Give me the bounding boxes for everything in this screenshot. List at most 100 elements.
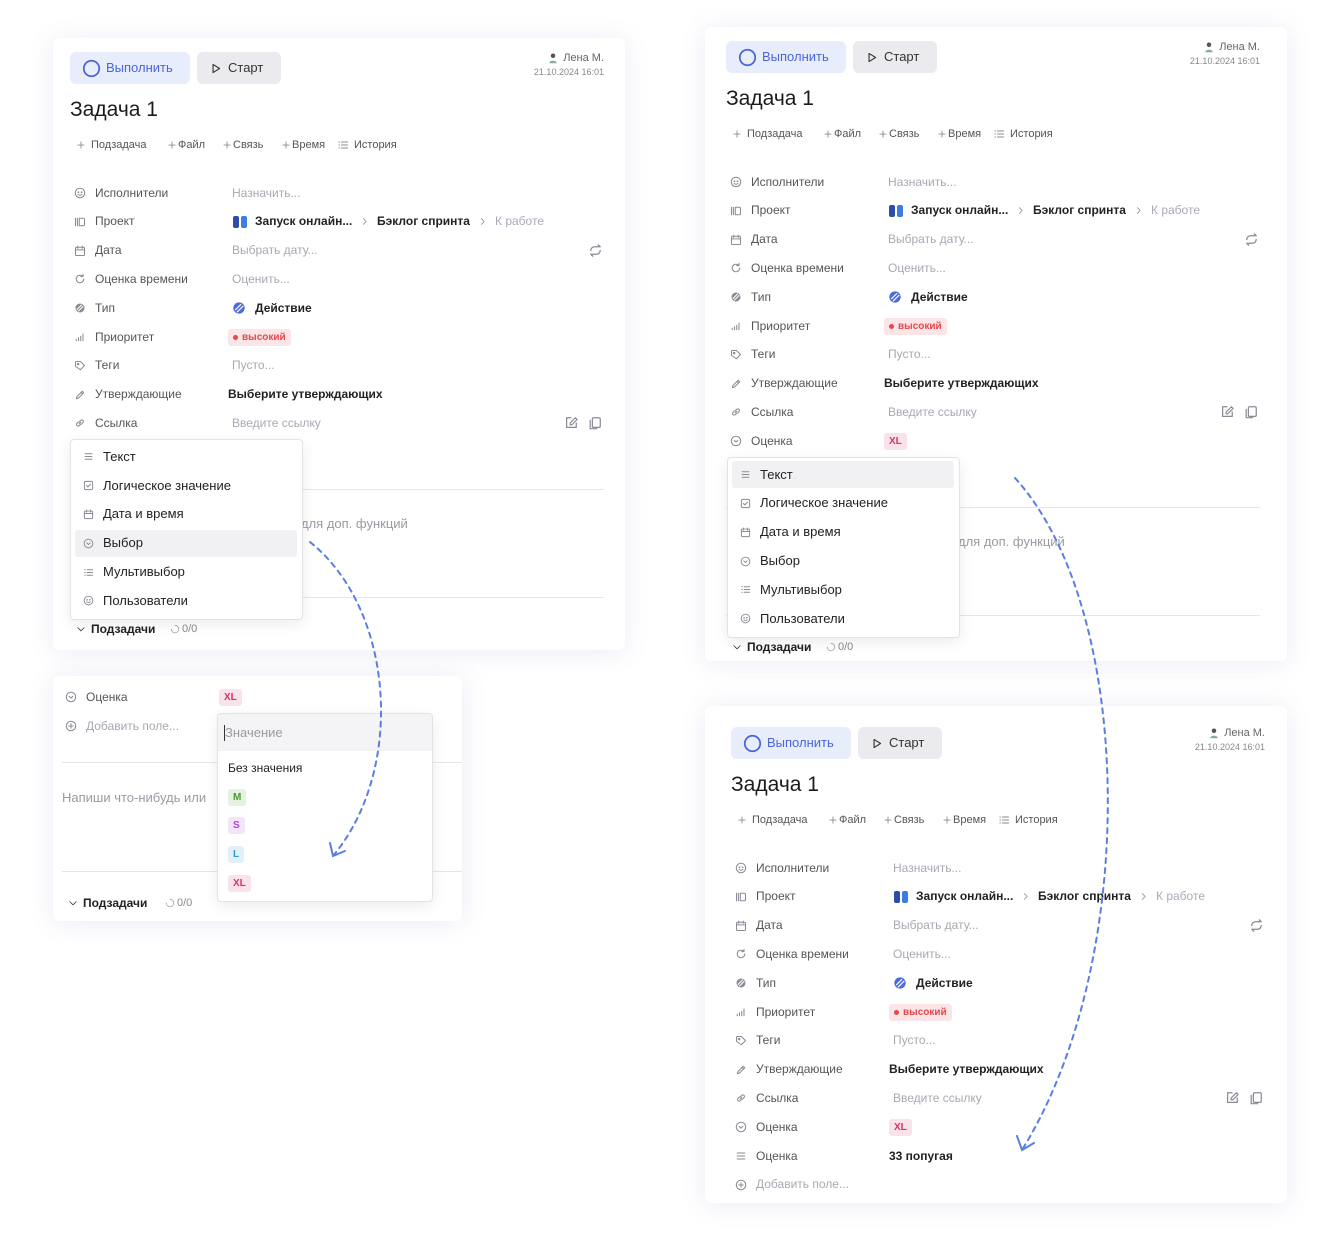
icon-spinner [170,624,180,634]
field-placeholder[interactable]: Пусто... [893,1033,936,1048]
menu-item[interactable]: Выбор [760,553,800,569]
breadcrumb-item[interactable]: Бэклог спринта [1033,203,1126,218]
menu-item[interactable]: Текст [103,448,136,464]
field-placeholder[interactable]: Оценить... [893,946,951,961]
menu-item[interactable]: Выбор [103,535,143,551]
field-placeholder[interactable]: Пусто... [888,347,931,362]
complete-button[interactable]: Выполнить [731,727,851,759]
add-field[interactable]: Добавить поле... [86,718,179,733]
action-link[interactable]: Время [292,138,326,151]
menu-item[interactable]: Дата и время [760,524,841,540]
menu-item[interactable]: Пользователи [760,610,845,626]
field-placeholder[interactable]: Оценить... [232,271,290,286]
editor-placeholder: для доп. функций [301,516,408,532]
breadcrumb-item[interactable]: К работе [1151,203,1200,218]
field-label: Исполнители [756,860,830,875]
icon-plus [942,815,952,825]
breadcrumb-item[interactable]: К работе [1156,889,1205,904]
field-placeholder[interactable]: Введите ссылку [232,415,321,430]
field-label: Исполнители [751,174,825,189]
menu-item[interactable]: Дата и время [103,506,184,522]
field-label: Приоритет [756,1004,816,1019]
badge-text: XL [224,691,237,703]
icon-text [740,469,751,480]
start-button[interactable]: Старт [853,41,937,73]
badge-text: S [233,820,240,832]
action-link[interactable]: Подзадача [752,813,808,826]
badge: XL [889,1118,912,1136]
icon-repeat [588,243,603,258]
breadcrumb-item[interactable]: Запуск онлайн... [916,889,1014,904]
menu-item[interactable]: Пользователи [103,592,188,608]
icon-users [735,862,747,874]
user-name: Лена М. [563,51,604,64]
menu-item[interactable]: Логическое значение [103,477,231,493]
icon-tag [730,349,742,361]
field-placeholder[interactable]: Выбрать дату... [888,232,974,247]
editor-placeholder: Напиши что-нибудь или [62,790,207,805]
field-value: Действие [911,289,968,304]
value-dropdown: Значение Без значения M S L XL [217,713,433,902]
icon-users [83,595,94,606]
action-link[interactable]: Подзадача [747,127,803,140]
breadcrumb-item[interactable]: К работе [495,214,544,229]
field-placeholder[interactable]: Пусто... [232,358,275,373]
icon-tag [735,1035,747,1047]
icon-plus-circle [65,720,77,732]
icon-text [83,451,94,462]
menu-item[interactable]: Текст [760,466,793,482]
action-link[interactable]: История [1010,127,1053,140]
field-placeholder[interactable]: Назначить... [893,860,962,875]
option-none[interactable]: Без значения [228,760,303,775]
field-placeholder[interactable]: Назначить... [888,174,957,189]
field-label: Оценка времени [756,946,849,961]
timestamp: 21.10.2024 16:01 [1194,741,1265,752]
action-link[interactable]: Связь [894,813,925,826]
icon-play [870,737,883,750]
breadcrumb-item[interactable]: Бэклог спринта [377,214,470,229]
complete-button[interactable]: Выполнить [70,52,190,84]
icon-chev-right [1016,206,1025,215]
field-label: Утверждающие [751,376,838,391]
complete-button[interactable]: Выполнить [726,41,846,73]
field-placeholder[interactable]: Выбрать дату... [893,918,979,933]
start-button[interactable]: Старт [197,52,281,84]
action-link[interactable]: Время [948,127,982,140]
user-name: Лена М. [1224,726,1265,739]
menu-item[interactable]: Мультивыбор [760,581,842,597]
icon-users [740,613,751,624]
subtasks-label[interactable]: Подзадачи [83,895,148,910]
action-link[interactable]: Файл [834,127,862,140]
action-link[interactable]: История [1015,813,1058,826]
icon-chev-right [1134,206,1143,215]
subtasks-label[interactable]: Подзадачи [91,621,156,636]
field-placeholder[interactable]: Назначить... [232,185,301,200]
breadcrumb-item[interactable]: Запуск онлайн... [911,203,1009,218]
task-card: Выполнить Старт Лена М. 21.10.2024 16:01 Зад… [53,38,625,650]
badge-text: высокий [898,320,942,332]
field-placeholder[interactable]: Введите ссылку [893,1090,982,1105]
breadcrumb-item[interactable]: Бэклог спринта [1038,889,1131,904]
action-link[interactable]: История [354,138,397,151]
action-link[interactable]: Подзадача [91,138,147,151]
icon-refresh [730,262,742,274]
start-button[interactable]: Старт [858,727,942,759]
breadcrumb-item[interactable]: Запуск онлайн... [255,214,353,229]
field-label: Теги [751,347,776,362]
add-field[interactable]: Добавить поле... [756,1177,849,1192]
subtasks-label[interactable]: Подзадачи [747,639,812,654]
action-link[interactable]: Файл [178,138,206,151]
badge: XL [884,432,907,450]
action-link[interactable]: Время [953,813,987,826]
field-placeholder[interactable]: Выбрать дату... [232,243,318,258]
icon-users [74,187,86,199]
action-link[interactable]: Файл [839,813,867,826]
field-placeholder[interactable]: Оценить... [888,260,946,275]
icon-type [735,977,747,989]
menu-item[interactable]: Мультивыбор [103,564,185,580]
action-link[interactable]: Связь [889,127,920,140]
action-link[interactable]: Связь [233,138,264,151]
editor-placeholder: для доп. функций [958,534,1065,550]
menu-item[interactable]: Логическое значение [760,495,888,511]
field-placeholder[interactable]: Введите ссылку [888,404,977,419]
